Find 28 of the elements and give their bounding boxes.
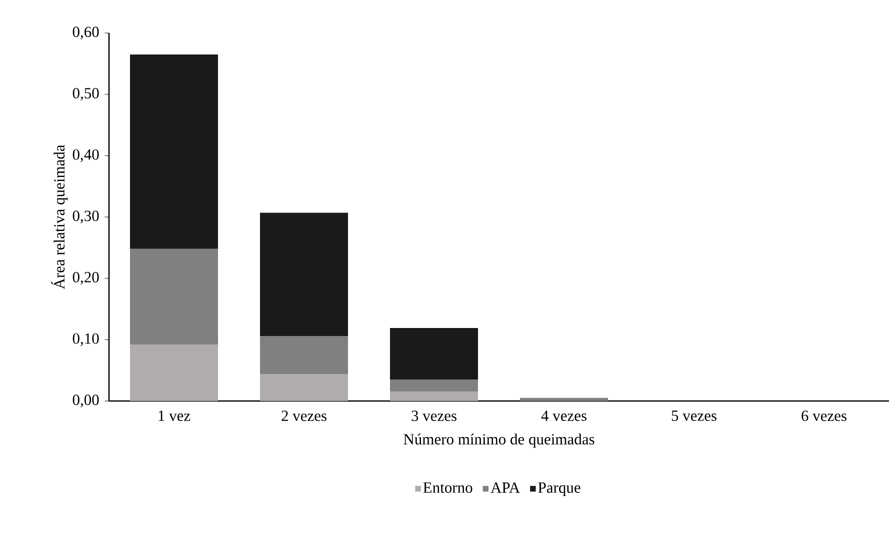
x-tick-label: 4 vezes bbox=[541, 410, 586, 421]
bar bbox=[260, 336, 348, 374]
bar bbox=[390, 328, 478, 380]
y-axis-title: Área relativa queimada bbox=[51, 144, 68, 290]
y-tick-label: 0,30 bbox=[72, 210, 99, 224]
bar bbox=[390, 392, 478, 401]
bar bbox=[260, 374, 348, 401]
y-tick-label: 0,10 bbox=[72, 333, 99, 346]
y-tick-label: 0,00 bbox=[72, 394, 99, 408]
x-tick-label: 6 vezes bbox=[802, 410, 846, 422]
legend-label: Parque bbox=[538, 482, 580, 496]
bar bbox=[130, 54, 218, 249]
bar bbox=[130, 344, 218, 401]
x-tick-label: 2 vezes bbox=[282, 410, 326, 422]
bar bbox=[130, 248, 218, 345]
y-tick-label: 0,60 bbox=[72, 26, 99, 40]
x-tick-label: 5 vezes bbox=[672, 410, 716, 421]
legend-label: Entorno bbox=[423, 482, 472, 493]
bar bbox=[520, 398, 608, 401]
x-axis-title: Número mínimo de queimadas bbox=[404, 434, 594, 448]
x-tick-label: 1 vez bbox=[158, 410, 190, 422]
y-tick-label: 0,40 bbox=[72, 149, 99, 162]
x-tick-label: 3 vezes bbox=[412, 410, 456, 422]
legend-label: APA bbox=[490, 482, 520, 493]
bar bbox=[260, 212, 348, 336]
y-tick-label: 0,50 bbox=[72, 88, 99, 101]
y-tick-label: 0,20 bbox=[72, 272, 99, 285]
bar bbox=[390, 380, 478, 392]
